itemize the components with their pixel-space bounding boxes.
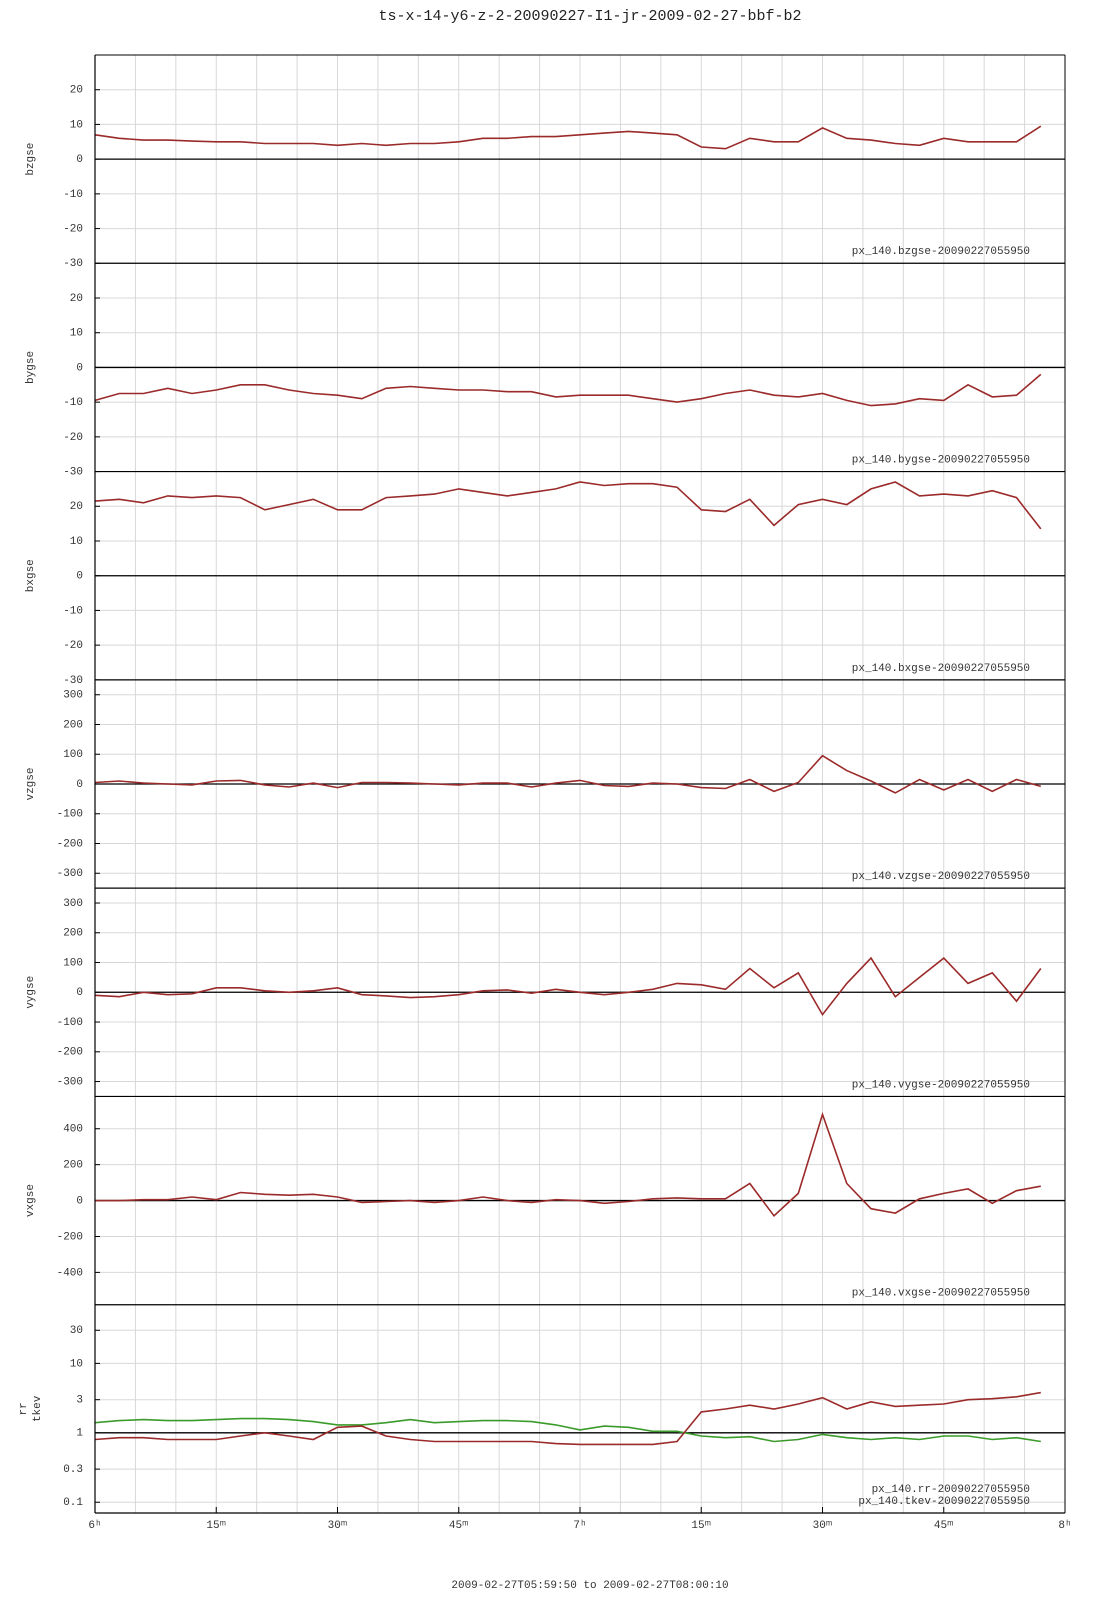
y-tick-label: -100	[57, 1017, 83, 1029]
x-tick-label: 7ʰ	[573, 1520, 586, 1532]
series-line	[94, 754, 1042, 794]
y-axis-label: vygse	[25, 976, 37, 1009]
y-tick-label: 200	[63, 719, 83, 731]
y-tick-label: 20	[70, 85, 83, 97]
y-tick-label: 30	[70, 1325, 83, 1337]
y-axis-label: bxgse	[25, 559, 37, 592]
series-line	[94, 956, 1042, 1017]
x-tick-label: 6ʰ	[88, 1520, 101, 1532]
y-tick-label: -20	[63, 640, 83, 652]
y-tick-label: 0	[76, 1195, 83, 1207]
y-tick-label: 10	[70, 119, 83, 131]
y-tick-label: 0.3	[63, 1464, 83, 1476]
y-tick-label: 20	[70, 501, 83, 513]
y-tick-label: 0	[76, 987, 83, 999]
y-axis-label: bygse	[25, 351, 37, 384]
y-tick-label: 100	[63, 749, 83, 761]
x-tick-label: 15ᵐ	[691, 1520, 711, 1532]
y-tick-label: -10	[63, 605, 83, 617]
y-tick-label: 0	[76, 362, 83, 374]
series-annotation: px_140.bygse-20090227055950	[852, 454, 1030, 466]
y-tick-label: 10	[70, 536, 83, 548]
y-tick-label: -10	[63, 397, 83, 409]
y-tick-label: 0	[76, 571, 83, 583]
series-annotation: px_140.vzgse-20090227055950	[852, 871, 1030, 883]
y-tick-label: 200	[63, 1160, 83, 1172]
series-line	[94, 373, 1042, 407]
x-axis-label: 2009-02-27T05:59:50 to 2009-02-27T08:00:…	[451, 1580, 728, 1592]
y-tick-label: 200	[63, 928, 83, 940]
y-axis-label: bzgse	[25, 143, 37, 176]
y-tick-label: -400	[57, 1267, 83, 1279]
series-annotation: px_140.bxgse-20090227055950	[852, 663, 1030, 675]
x-tick-label: 30ᵐ	[813, 1520, 833, 1532]
series-annotation: px_140.bzgse-20090227055950	[852, 246, 1030, 258]
series-line	[94, 1417, 1041, 1443]
series-line	[94, 125, 1042, 150]
y-axis-label: rr	[18, 1402, 30, 1415]
y-tick-label: -30	[63, 258, 83, 270]
y-axis-label: vxgse	[25, 1184, 37, 1217]
y-tick-label: 1	[76, 1428, 83, 1440]
y-tick-label: -100	[57, 809, 83, 821]
y-tick-label: 0	[76, 779, 83, 791]
series-line	[94, 1391, 1041, 1446]
series-annotation: px_140.vxgse-20090227055950	[852, 1288, 1030, 1300]
y-tick-label: 10	[70, 1358, 83, 1370]
y-tick-label: 400	[63, 1124, 83, 1136]
series-line	[95, 1111, 1041, 1217]
y-tick-label: 300	[63, 898, 83, 910]
y-tick-label: -200	[57, 1047, 83, 1059]
y-tick-label: -200	[57, 1231, 83, 1243]
y-tick-label: -10	[63, 189, 83, 201]
y-tick-label: -200	[57, 838, 83, 850]
y-tick-label: 20	[70, 293, 83, 305]
y-tick-label: 10	[70, 328, 83, 340]
y-axis-label: tkev	[32, 1395, 44, 1422]
y-tick-label: 100	[63, 957, 83, 969]
x-tick-label: 30ᵐ	[328, 1520, 348, 1532]
y-tick-label: 300	[63, 690, 83, 702]
y-tick-label: -300	[57, 868, 83, 880]
x-tick-label: 45ᵐ	[934, 1520, 954, 1532]
x-tick-label: 8ʰ	[1058, 1520, 1071, 1532]
chart-title: ts-x-14-y6-z-2-20090227-I1-jr-2009-02-27…	[378, 8, 801, 25]
y-tick-label: -30	[63, 675, 83, 687]
series-annotation: px_140.vygse-20090227055950	[852, 1079, 1030, 1091]
series-line	[94, 481, 1042, 530]
x-tick-label: 15ᵐ	[206, 1520, 226, 1532]
y-tick-label: -30	[63, 466, 83, 478]
x-tick-label: 45ᵐ	[449, 1520, 469, 1532]
y-tick-label: -300	[57, 1076, 83, 1088]
y-tick-label: 3	[76, 1395, 83, 1407]
y-tick-label: 0.1	[63, 1497, 83, 1509]
series-annotation: px_140.tkev-20090227055950	[858, 1496, 1030, 1508]
y-tick-label: -20	[63, 223, 83, 235]
series-annotation: px_140.rr-20090227055950	[872, 1484, 1030, 1496]
y-tick-label: 0	[76, 154, 83, 166]
y-tick-label: -20	[63, 432, 83, 444]
y-axis-label: vzgse	[25, 767, 37, 800]
